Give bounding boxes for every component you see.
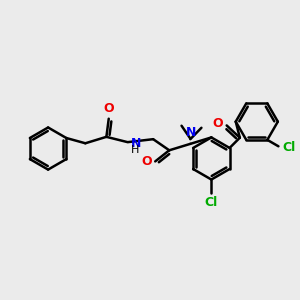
Text: O: O [103, 102, 114, 115]
Text: Cl: Cl [282, 141, 295, 154]
Text: O: O [141, 155, 152, 169]
Text: H: H [131, 145, 140, 155]
Text: O: O [212, 118, 223, 130]
Text: N: N [131, 137, 142, 150]
Text: N: N [186, 126, 197, 139]
Text: Cl: Cl [205, 196, 218, 209]
